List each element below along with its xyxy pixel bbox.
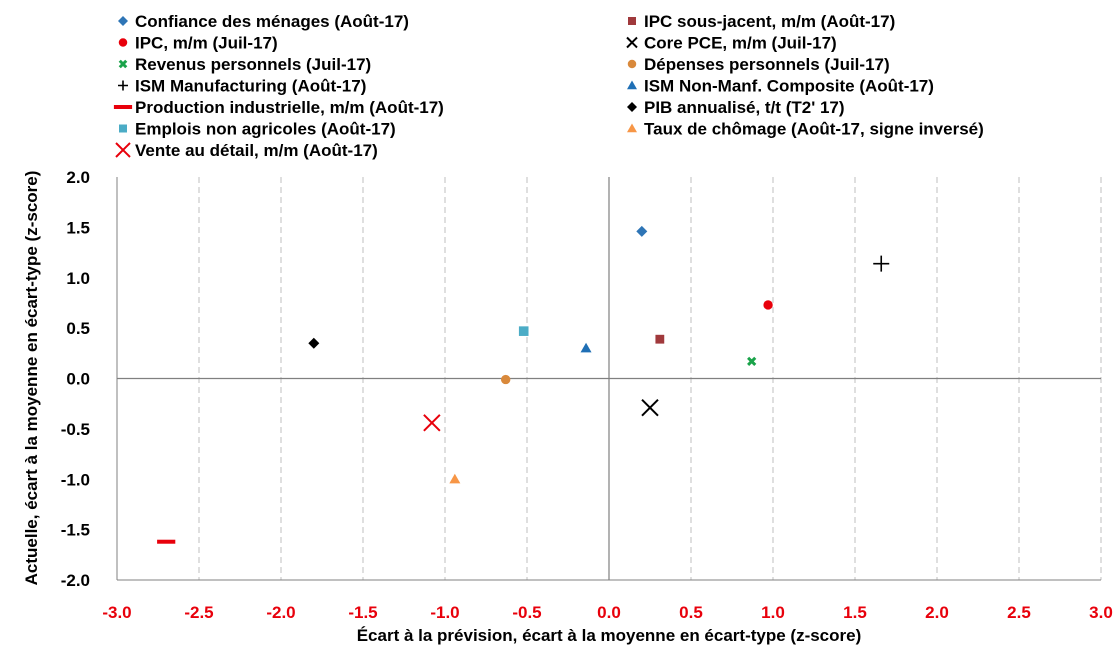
x-tick-label: -3.0 [102,603,131,622]
y-tick-label: 1.0 [66,269,90,288]
y-tick-label: -0.5 [61,420,90,439]
y-tick-label: 2.0 [66,168,90,187]
legend-label: Core PCE, m/m (Juil-17) [644,34,837,53]
legend-label: Confiance des ménages (Août-17) [135,12,409,31]
legend-marker [118,80,128,91]
legend-marker [115,142,131,158]
legend-label: Taux de chômage (Août-17, signe inversé) [644,120,984,139]
data-point [308,337,320,349]
legend-layer: Confiance des ménages (Août-17) IPC sous-… [113,12,984,160]
x-tick-label: 0.5 [679,603,703,622]
legend-label: Dépenses personnels (Juil-17) [644,55,890,74]
legend-marker [118,59,128,69]
data-point [449,473,461,484]
x-tick-label: -1.0 [430,603,459,622]
x-tick-label: 2.5 [1007,603,1031,622]
legend-marker [627,59,637,69]
legend-label: Revenus personnels (Juil-17) [135,55,371,74]
x-tick-label: -0.5 [512,603,541,622]
legend-label: Emplois non agricoles (Août-17) [135,120,396,139]
data-point [655,334,665,344]
legend-label: Vente au détail, m/m (Août-17) [135,141,378,160]
legend-label: Production industrielle, m/m (Août-17) [135,98,444,117]
legend-label: ISM Non-Manf. Composite (Août-17) [644,77,934,96]
data-point [501,374,511,385]
legend-marker [627,123,637,133]
legend-marker [626,36,638,49]
y-axis-title: Actuelle, écart à la moyenne en écart-ty… [22,171,41,586]
legend-marker [119,124,127,133]
y-tick-label: -1.0 [61,470,90,489]
data-point [763,300,773,310]
points-layer [157,225,890,544]
legend-marker [113,105,133,109]
x-tick-label: 1.0 [761,603,785,622]
data-point [580,342,592,353]
y-tick-label: -1.5 [61,521,90,540]
legend-label: IPC, m/m (Juil-17) [135,34,278,53]
x-tick-label: -2.5 [184,603,213,622]
x-tick-label: -2.0 [266,603,295,622]
ticks-layer: 2.0 1.5 1.0 0.5 0.0 -0.5 -1.0 -1.5 -2.0 -3.0 -2.5 -… [61,168,1113,622]
legend-marker [628,17,636,25]
data-point [747,356,757,367]
x-tick-label: 2.0 [925,603,949,622]
data-point [157,539,176,544]
legend-label: PIB annualisé, t/t (T2' 17) [644,98,845,117]
x-tick-label: 3.0 [1089,603,1113,622]
x-tick-label: 0.0 [597,603,621,622]
data-point [423,414,441,432]
y-tick-label: 0.5 [66,319,90,338]
legend-marker [627,80,637,90]
y-tick-label: 0.0 [66,370,90,389]
x-tick-label: -1.5 [348,603,377,622]
legend-marker [627,102,637,112]
legend-label: ISM Manufacturing (Août-17) [135,77,366,96]
data-point [873,255,890,272]
y-tick-label: -2.0 [61,571,90,590]
x-axis-title: Écart à la prévision, écart à la moyenne… [357,626,862,645]
legend-marker [118,38,128,47]
legend-marker [118,16,128,26]
x-tick-label: 1.5 [843,603,867,622]
data-point [636,225,648,237]
data-point [641,399,659,417]
legend-label: IPC sous-jacent, m/m (Août-17) [644,12,895,31]
y-tick-label: 1.5 [66,218,90,237]
data-point [518,326,529,336]
axes-layer [116,177,1101,581]
